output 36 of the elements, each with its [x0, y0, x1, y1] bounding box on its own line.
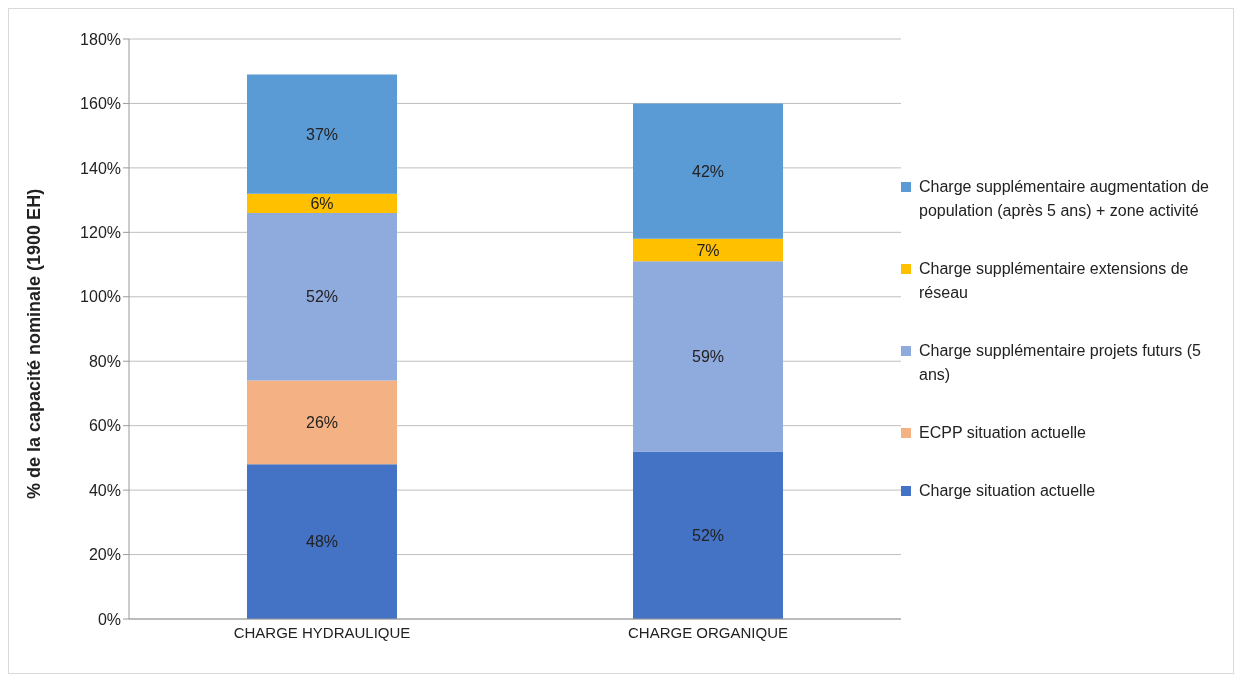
y-axis-title: % de la capacité nominale (1900 EH)	[24, 188, 45, 499]
data-label: 26%	[305, 414, 339, 432]
legend-label: Charge supplémentaire projets futurs (5 ans)	[919, 341, 1202, 385]
y-tick-label: 60%	[88, 417, 121, 435]
bar	[633, 103, 783, 239]
data-label: 48%	[305, 533, 339, 551]
bar	[247, 380, 397, 465]
y-tick-label: 140%	[80, 159, 121, 177]
bar	[633, 238, 783, 262]
y-tick-label: 160%	[80, 95, 121, 113]
legend-label: ECPP situation actuelle	[919, 423, 1086, 443]
data-label: 6%	[310, 195, 334, 213]
legend-label: Charge supplémentaire extensions de réseau	[919, 259, 1190, 303]
y-tick-label: 80%	[88, 352, 121, 370]
y-tick-label: 40%	[88, 481, 121, 499]
bar	[247, 213, 397, 381]
y-tick-label: 100%	[80, 288, 121, 306]
data-label: 59%	[691, 348, 725, 366]
legend-label: Charge situation actuelle	[919, 481, 1096, 501]
y-tick-label: 180%	[80, 30, 121, 48]
data-label: 42%	[691, 162, 725, 180]
bar	[633, 451, 783, 619]
bar	[633, 261, 783, 452]
data-label: 52%	[691, 526, 725, 544]
data-label: 52%	[305, 288, 339, 306]
x-tick-label: CHARGE HYDRAULIQUE	[233, 623, 411, 641]
bar	[247, 464, 397, 619]
y-tick-label: 0%	[97, 610, 121, 628]
bar	[247, 193, 397, 213]
data-label: 37%	[305, 125, 339, 143]
x-tick-label: CHARGE ORGANIQUE	[627, 623, 789, 641]
y-tick-label: 20%	[88, 546, 121, 564]
bar	[247, 74, 397, 194]
y-tick-label: 120%	[80, 224, 121, 242]
data-label: 7%	[696, 241, 720, 259]
legend-label: Charge supplémentaire augmentation de population (après 5 ans) + zone activité	[919, 177, 1210, 221]
